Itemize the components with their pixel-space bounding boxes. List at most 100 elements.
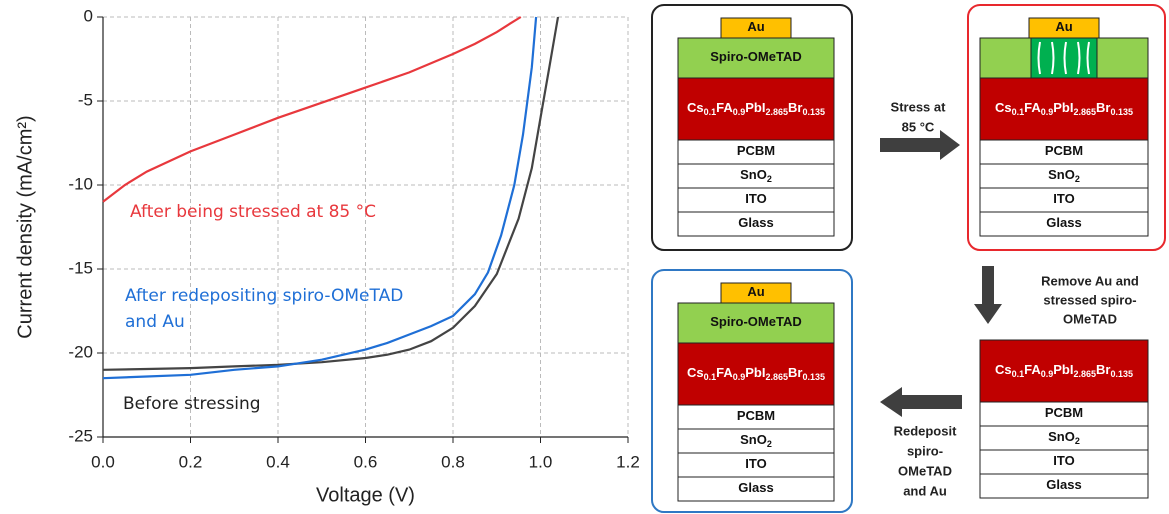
layer — [979, 139, 1149, 165]
label-part: PCBM — [737, 408, 775, 423]
label-part: SnO — [1048, 429, 1075, 444]
label-part: PbI — [1053, 100, 1073, 115]
label-part: ITO — [1053, 191, 1074, 206]
x-tick-label: 0.0 — [91, 452, 115, 471]
annotation: After being stressed at 85 °C — [130, 202, 376, 222]
step-caption: and Au — [903, 483, 947, 498]
label-part: ITO — [745, 191, 766, 206]
label-part: ITO — [1053, 453, 1074, 468]
layer — [677, 139, 835, 165]
arrow-left — [880, 387, 962, 417]
step-caption: OMeTAD — [898, 463, 952, 478]
label-part: ITO — [745, 456, 766, 471]
layer — [979, 187, 1149, 213]
label-part: FA — [716, 100, 733, 115]
layer-label: Cs0.1FA0.9PbI2.865Br0.135 — [995, 362, 1133, 379]
layer — [979, 211, 1149, 237]
layer-label: Au — [747, 284, 764, 299]
layer-label: Glass — [738, 215, 773, 230]
layer-label: SnO2 — [1048, 429, 1080, 446]
layer-label: PCBM — [737, 408, 775, 423]
label-part: Glass — [1046, 477, 1081, 492]
x-tick-label: 0.2 — [179, 452, 203, 471]
subscript: 0.135 — [1110, 107, 1133, 117]
y-tick-label: 0 — [84, 6, 93, 25]
y-tick-label: -20 — [68, 342, 93, 361]
layer — [677, 476, 835, 502]
label-part: Glass — [1046, 215, 1081, 230]
layer-label: Cs0.1FA0.9PbI2.865Br0.135 — [995, 100, 1133, 117]
series-line — [102, 16, 522, 203]
y-axis-title: Current density (mA/cm²) — [14, 115, 36, 338]
layer-label: SnO2 — [740, 167, 772, 184]
label-part: Spiro-OMeTAD — [710, 314, 801, 329]
label-part: Br — [1096, 362, 1110, 377]
series-line — [102, 16, 560, 371]
layer-label: Cs0.1FA0.9PbI2.865Br0.135 — [687, 365, 825, 382]
layer-label: Glass — [1046, 215, 1081, 230]
annotation: After redepositing spiro-OMeTAD — [125, 286, 403, 306]
x-tick-label: 1.2 — [616, 452, 640, 471]
crack — [1051, 41, 1055, 75]
y-tick-label: -10 — [68, 174, 93, 193]
label-part: SnO — [1048, 167, 1075, 182]
layer-label: ITO — [1053, 453, 1074, 468]
subscript: 2 — [767, 174, 772, 184]
layer-label: Spiro-OMeTAD — [710, 49, 801, 64]
subscript: 0.9 — [1041, 107, 1054, 117]
layer — [677, 211, 835, 237]
layer — [979, 401, 1149, 427]
arrow-right — [880, 130, 960, 160]
layer-label: Au — [1055, 19, 1072, 34]
layer — [677, 342, 835, 406]
subscript: 0.1 — [1012, 369, 1025, 379]
subscript: 0.9 — [733, 107, 746, 117]
layer — [677, 163, 835, 189]
label-part: FA — [716, 365, 733, 380]
layer-label: PCBM — [1045, 405, 1083, 420]
label-part: Glass — [738, 215, 773, 230]
layer — [979, 473, 1149, 499]
layer-label: ITO — [745, 191, 766, 206]
x-axis-title: Voltage (V) — [316, 484, 415, 506]
crack — [1037, 41, 1041, 75]
label-part: Br — [1096, 100, 1110, 115]
layer-label: ITO — [745, 456, 766, 471]
step-caption: Remove Au and — [1041, 273, 1139, 288]
subscript: 0.135 — [802, 107, 825, 117]
step-caption: OMeTAD — [1063, 311, 1117, 326]
subscript: 0.1 — [704, 372, 717, 382]
layer-label: SnO2 — [740, 432, 772, 449]
layer-label: Glass — [1046, 477, 1081, 492]
label-part: PbI — [745, 100, 765, 115]
subscript: 0.1 — [1012, 107, 1025, 117]
layer — [677, 452, 835, 478]
subscript: 2 — [767, 439, 772, 449]
y-tick-label: -5 — [78, 90, 93, 109]
subscript: 0.135 — [1110, 369, 1133, 379]
layer-label: ITO — [1053, 191, 1074, 206]
y-tick-label: -25 — [68, 426, 93, 445]
label-part: Spiro-OMeTAD — [710, 49, 801, 64]
label-part: FA — [1024, 362, 1041, 377]
layer — [677, 302, 835, 344]
layer-label: Spiro-OMeTAD — [710, 314, 801, 329]
layer-label: Cs0.1FA0.9PbI2.865Br0.135 — [687, 100, 825, 117]
layer-label: Au — [747, 19, 764, 34]
label-part: PCBM — [1045, 405, 1083, 420]
stack-frame — [967, 4, 1166, 251]
label-part: PbI — [1053, 362, 1073, 377]
crack — [1086, 41, 1090, 75]
stack-frame — [651, 4, 853, 251]
crack — [1063, 41, 1067, 75]
subscript: 0.135 — [802, 372, 825, 382]
label-part: Br — [788, 365, 802, 380]
subscript: 2.865 — [766, 372, 789, 382]
label-part: Au — [747, 19, 764, 34]
layer-label: Glass — [738, 480, 773, 495]
subscript: 2.865 — [1074, 107, 1097, 117]
annotation: and Au — [125, 312, 185, 332]
step-caption: Redeposit — [894, 423, 958, 438]
layer — [677, 77, 835, 141]
